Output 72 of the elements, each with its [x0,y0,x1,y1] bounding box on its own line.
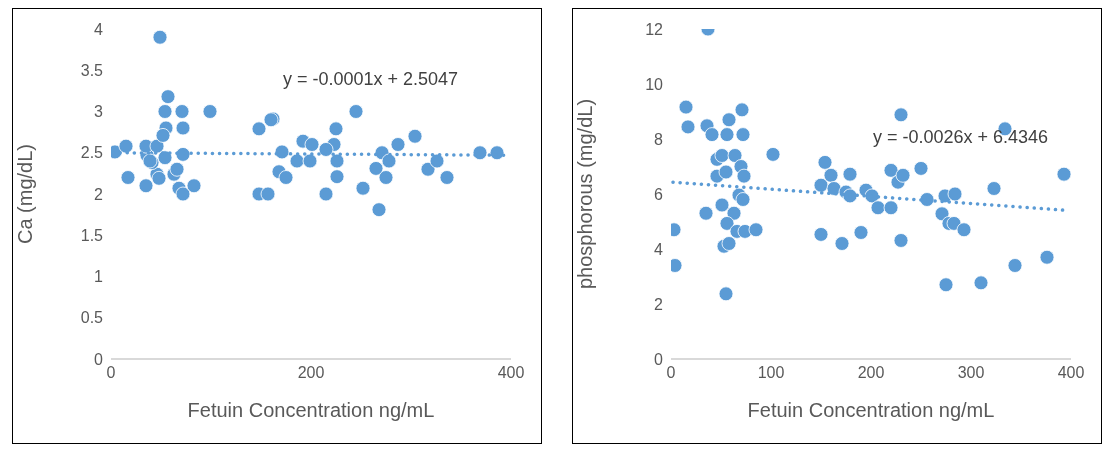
y-tick-label: 2 [94,185,104,203]
point [278,170,294,185]
point [149,138,165,154]
point [174,104,190,119]
x-tick-label: 400 [1057,364,1085,382]
point [175,147,191,162]
point [302,153,318,169]
y-tick-label: 2 [654,295,664,313]
y-tick-label: 0 [94,350,104,368]
y-tick-label: 10 [645,75,664,93]
point [151,170,167,186]
x-tick-label: 200 [297,364,325,382]
point [175,186,191,202]
y-tick-label: 0.5 [80,309,104,327]
point [378,170,394,185]
y-tick-label: 6 [654,185,664,203]
x-tick-label: 100 [757,364,785,382]
point [329,153,345,169]
y-tick-label: 1 [94,268,104,286]
point [120,170,136,185]
y-tick-label: 1.5 [80,226,104,244]
y-axis-title: phosphorous (mg/dL) [574,98,597,290]
point [355,180,371,196]
point [368,161,384,176]
y-tick-label: 4 [94,20,104,38]
point [329,169,345,185]
point [118,138,134,154]
x-tick-label: 0 [666,364,676,382]
point [274,144,290,160]
y-axis-title: Ca (mg/dL) [14,143,37,245]
point [157,150,173,166]
x-axis-title: Fetuin Concentration ng/mL [747,399,995,421]
y-tick-label: 4 [654,240,664,258]
y-tick-label: 8 [654,130,664,148]
point [390,137,406,152]
point [175,120,191,136]
annotation: y = -0.0001x + 2.5047 [283,69,459,90]
point [169,161,185,177]
point [472,145,488,161]
point [318,142,334,157]
point [260,186,276,202]
y-tick-label: 3 [94,103,104,121]
point [304,137,320,152]
point [251,121,267,137]
annotation: y = -0.0026x + 6.4346 [873,127,1049,148]
point [381,153,397,169]
point [152,29,168,45]
point [138,178,154,194]
point [289,153,305,169]
y-tick-label: 12 [645,20,664,38]
point [328,121,344,137]
x-tick-label: 300 [957,364,985,382]
point [160,89,176,105]
x-tick-label: 200 [857,364,885,382]
point [202,104,218,119]
point [157,104,173,119]
point [420,161,436,177]
point [318,186,334,202]
point [407,128,423,144]
point [371,202,387,218]
x-axis-title: Fetuin Concentration ng/mL [187,399,435,421]
y-tick-label: 0 [654,350,664,368]
x-tick-label: 400 [497,364,525,382]
point [439,170,455,185]
x-tick-label: 0 [106,364,116,382]
y-tick-label: 3.5 [80,61,104,79]
point [186,178,202,194]
point [429,153,445,169]
point [489,145,505,161]
y-tick-label: 2.5 [80,144,104,162]
point [155,128,171,143]
point [348,104,364,119]
